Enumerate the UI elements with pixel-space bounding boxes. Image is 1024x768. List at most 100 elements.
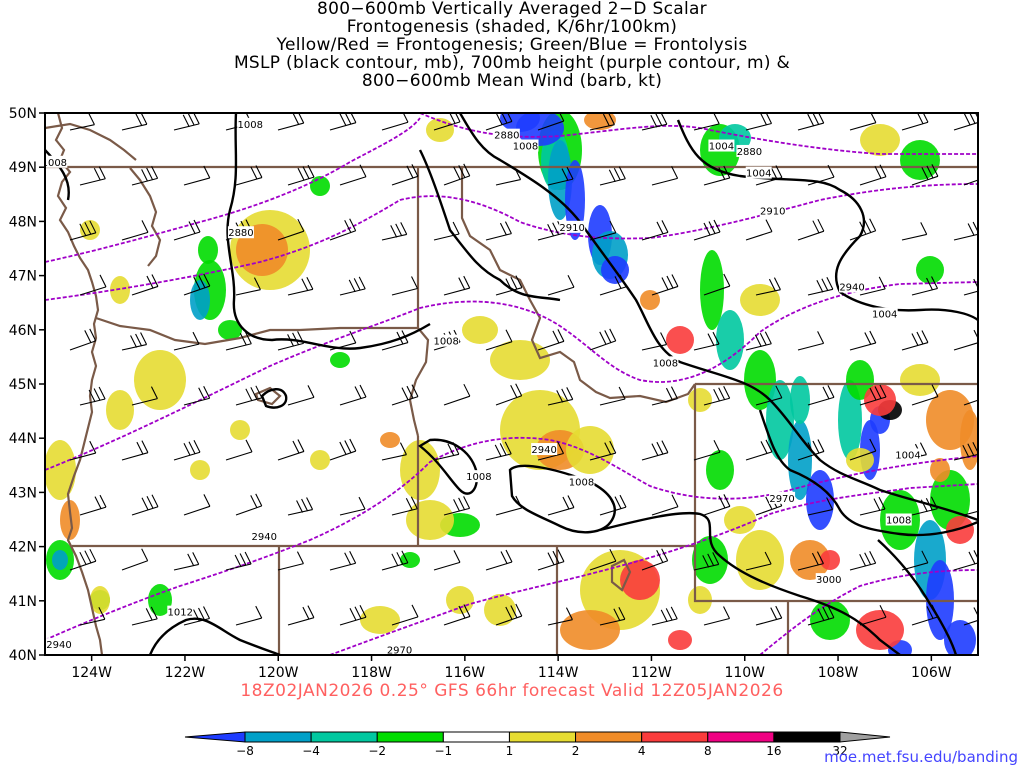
mslp-contour-label-bg [895, 448, 922, 461]
credit-link[interactable]: moe.met.fsu.edu/banding [824, 748, 1018, 766]
lat-tick-label: 46N [9, 323, 37, 339]
wind-barb [235, 385, 263, 406]
mslp-contour-label-bg [512, 139, 539, 152]
wind-barb [547, 166, 574, 186]
frontogenesis-cell [310, 450, 330, 470]
mslp-contour-label: 1004 [895, 450, 920, 461]
mslp-contour-1008-small [260, 388, 288, 409]
wind-barb [849, 438, 877, 461]
wind-barb [485, 329, 513, 351]
wind-barb [703, 385, 731, 406]
wind-barb [329, 438, 357, 461]
wind-barb [69, 548, 97, 571]
mslp-contour-1004-se [877, 539, 958, 655]
lat-tick-label: 40N [9, 648, 37, 664]
wind-barb [183, 606, 211, 626]
wind-barb [485, 221, 512, 241]
wind-barb [797, 439, 825, 461]
height-contour-2940-south [45, 436, 978, 641]
wind-barb [485, 441, 512, 461]
colorbar-label: −8 [236, 744, 254, 758]
wind-barb [963, 510, 978, 516]
wind-barb [381, 330, 409, 351]
lat-tick-label: 43N [9, 485, 37, 501]
contour-labels: 1008 1008 1008 1004 1004 1004 1008 1008 1008 1008… [45, 117, 922, 657]
lon-tick-label: 114W [538, 665, 579, 681]
wind-barb [859, 496, 886, 516]
wind-barb [589, 440, 617, 461]
wind-barb [537, 113, 565, 131]
wind-barb [849, 550, 877, 571]
wind-barb [703, 165, 731, 186]
frontogenesis-cell [838, 380, 862, 460]
wind-barb [287, 277, 314, 296]
frontogenesis-cell [330, 352, 350, 368]
wind-barb [807, 605, 835, 626]
wind-barb [433, 442, 460, 461]
frontogenesis-cell [134, 350, 186, 410]
mslp-contour-label: 1008 [653, 358, 678, 369]
height-contour-label-bg [386, 643, 413, 655]
frontogenesis-cell [426, 118, 454, 142]
wind-barb [703, 494, 731, 516]
frontogenesis-cell [900, 364, 940, 396]
wind-barb [589, 548, 617, 571]
frontogenesis-cell [788, 420, 812, 500]
wind-barb [79, 274, 107, 296]
wind-barb [443, 163, 471, 186]
wind-barb [755, 385, 783, 406]
wind-barb [807, 385, 835, 406]
wind-barb [963, 399, 978, 406]
wind-barb [693, 440, 721, 461]
frontogenesis-cell [724, 506, 756, 534]
mslp-contour-label-bg [745, 166, 772, 179]
mslp-contour-label-bg [652, 356, 679, 369]
wind-barbs [69, 113, 978, 626]
wind-barb [963, 278, 978, 296]
wind-barb [797, 551, 824, 571]
mslp-contour-1008-central [418, 149, 561, 302]
height-contour-label: 2970 [387, 646, 412, 657]
wind-barb [911, 496, 938, 516]
frontogenesis-cell [860, 124, 900, 156]
wind-barb [183, 385, 211, 406]
frontogenesis-cell [90, 586, 110, 614]
wind-barb [911, 164, 939, 186]
wind-barb [121, 332, 148, 351]
wind-barb [277, 218, 305, 241]
wind-barb [901, 222, 928, 241]
wind-barb [443, 604, 471, 626]
height-contour-label-bg [769, 491, 796, 504]
lon-tick-label: 106W [911, 665, 952, 681]
wind-barb [235, 277, 261, 296]
mslp-contour-label: 1008 [513, 142, 538, 153]
mslp-contour-label: 1008 [433, 337, 458, 348]
wa-or-border [95, 316, 418, 346]
mslp-contour-label-bg [885, 513, 912, 526]
frontogenesis-cell [500, 113, 540, 132]
pacific-coastline [54, 113, 104, 655]
frontogenesis-cell [930, 458, 950, 482]
wind-barb [79, 166, 106, 186]
wind-barb [287, 605, 315, 626]
wind-barb [69, 328, 97, 351]
chart-title: 800−600mb Vertically Averaged 2−D Scalar… [0, 0, 1024, 90]
wind-barb [131, 274, 159, 296]
mslp-contour-label-bg [871, 307, 898, 320]
frontogenesis-cell [380, 432, 400, 448]
wind-barb [547, 495, 575, 516]
wyoming-border [693, 382, 978, 603]
colorbar-segment [575, 731, 643, 743]
idaho-west-border [408, 167, 430, 437]
frontogenesis-cell [490, 340, 550, 380]
wind-barb [953, 221, 978, 241]
colorbar-label: 2 [572, 744, 580, 758]
wind-barb [173, 331, 200, 351]
wind-barb [651, 274, 679, 296]
height-contour-label-bg [839, 280, 866, 293]
longitude-axis: 124W 122W 120W 118W 116W 114W 112W 110W 108W 106W [71, 655, 952, 681]
height-contour-label-bg [736, 144, 763, 157]
wind-barb [963, 179, 978, 186]
wind-barb [693, 552, 720, 571]
